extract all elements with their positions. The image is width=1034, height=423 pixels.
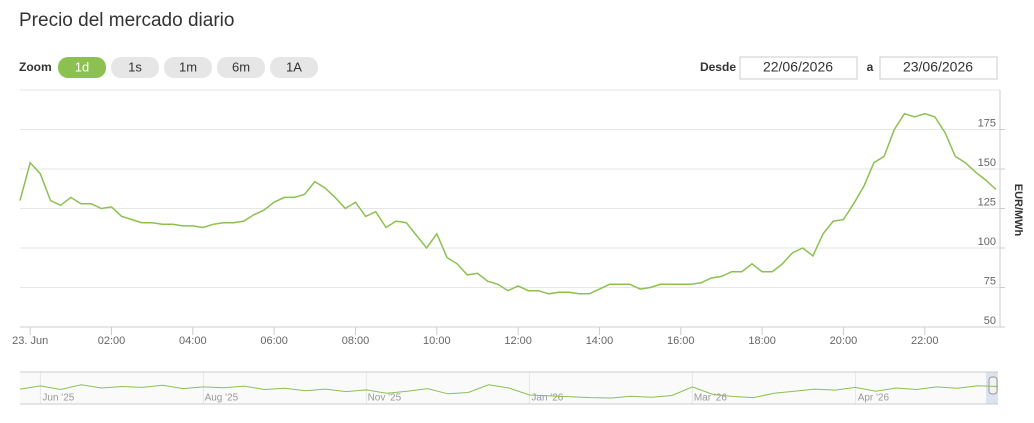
navigator-handle[interactable] [988,376,998,395]
zoom-button[interactable] [217,57,265,78]
x-tick-label: 14:00 [586,335,614,347]
x-tick-label: 06:00 [260,335,288,347]
to-date[interactable]: 23/06/2026 [903,59,973,75]
zoom-button-label[interactable]: 1A [286,59,302,74]
navigator-line [19,384,999,399]
from-label: Desde [700,60,736,74]
navigator-label: Jun '25 [42,393,74,404]
navigator-label: Nov '25 [368,393,402,404]
x-tick-label: 20:00 [830,335,858,347]
zoom-button[interactable] [164,57,212,78]
x-tick-label: 18:00 [748,335,776,347]
x-tick-label: 23. Jun [12,335,48,347]
y-tick-label: 50 [984,315,996,327]
zoom-label: Zoom [19,60,52,74]
x-tick-label: 04:00 [179,335,207,347]
x-tick-label: 16:00 [667,335,695,347]
y-tick-label: 150 [978,157,996,169]
zoom-button-label[interactable]: 1s [128,59,142,74]
zoom-button-label[interactable]: 6m [232,59,250,74]
zoom-button-label[interactable]: 1m [179,59,197,74]
y-tick-label: 175 [978,117,996,129]
y-tick-label: 100 [978,236,996,248]
x-tick-label: 02:00 [98,335,126,347]
x-tick-label: 10:00 [423,335,451,347]
navigator-label: Mar '26 [694,393,727,404]
zoom-button-label[interactable]: 1d [75,59,89,74]
navigator-label: Aug '25 [205,393,239,404]
zoom-button[interactable] [270,57,318,78]
zoom-button[interactable] [111,57,159,78]
x-tick-label: 12:00 [504,335,532,347]
y-axis-title: EUR/MWh [1012,184,1024,237]
x-tick-label: 22:00 [911,335,939,347]
to-input[interactable] [879,56,998,80]
y-tick-label: 125 [978,196,996,208]
zoom-button[interactable] [58,57,106,78]
navigator-label: Jan '26 [531,393,563,404]
x-tick-label: 08:00 [342,335,370,347]
to-label: a [867,60,874,74]
y-tick-label: 75 [984,275,996,287]
price-line [19,112,997,295]
chart-title: Precio del mercado diario [19,10,234,31]
from-date[interactable]: 22/06/2026 [763,59,833,75]
navigator-label: Apr '26 [858,393,890,404]
from-input[interactable] [739,56,858,80]
